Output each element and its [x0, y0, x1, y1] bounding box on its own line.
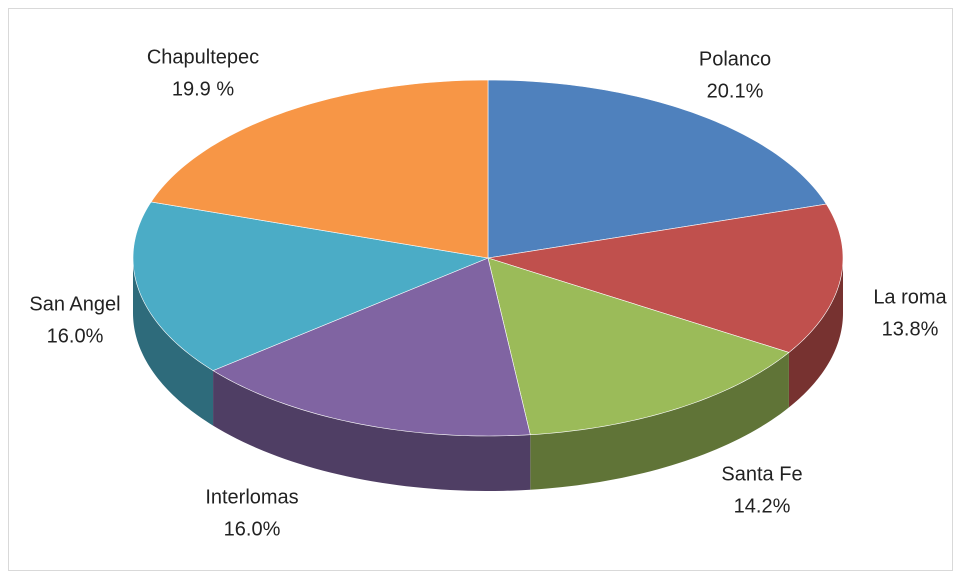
data-labels: Polanco 20.1% La roma 13.8% Santa Fe 14.2% Int… [29, 46, 947, 540]
category-label: La roma [873, 286, 947, 308]
value-label: 19.9 % [172, 78, 234, 100]
value-label: 13.8% [882, 318, 939, 340]
pie-slice [487, 79, 827, 259]
pie-side [213, 370, 531, 491]
value-label: 14.2% [734, 495, 791, 517]
pie-slice [487, 257, 790, 436]
pie-side [133, 258, 214, 426]
pie-tops [132, 79, 844, 437]
pie-slice [150, 79, 489, 259]
category-label: Polanco [699, 48, 771, 70]
category-label: San Angel [29, 293, 120, 315]
pie-sides [133, 258, 843, 491]
pie-side [530, 352, 789, 490]
pie-slice [132, 201, 490, 371]
value-label: 16.0% [47, 325, 104, 347]
pie-slice [487, 203, 844, 353]
category-label: Santa Fe [721, 463, 802, 485]
pie-side [788, 258, 843, 408]
value-label: 16.0% [224, 518, 281, 540]
category-label: Chapultepec [147, 46, 259, 68]
value-label: 20.1% [707, 80, 764, 102]
pie-slice [212, 257, 531, 437]
category-label: Interlomas [205, 486, 298, 508]
